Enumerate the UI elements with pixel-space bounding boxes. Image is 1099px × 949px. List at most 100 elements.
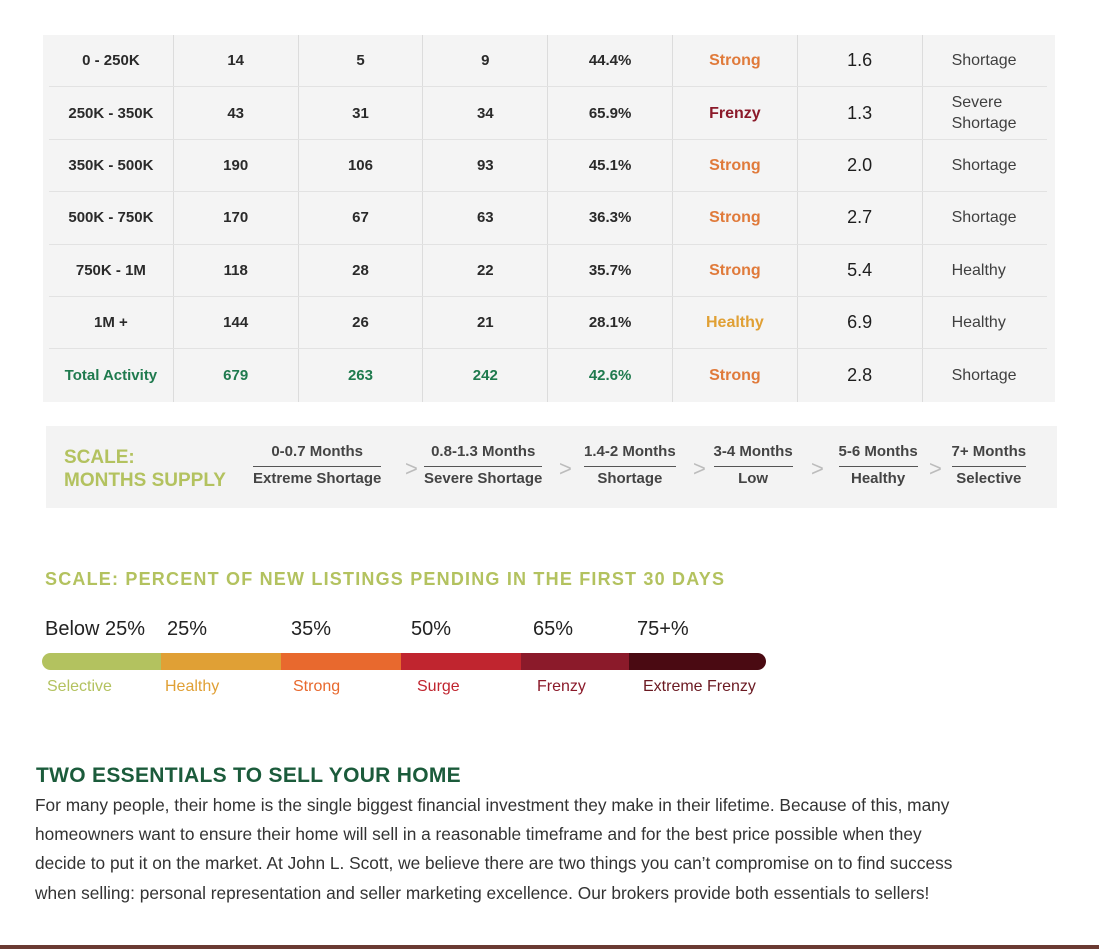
pending-band-segment bbox=[401, 653, 521, 670]
price-cell: 1M + bbox=[49, 296, 174, 349]
percent-cell: 45.1% bbox=[548, 139, 673, 192]
price-cell: 0 - 250K bbox=[49, 35, 174, 87]
supply-segment: 3-4 Months Low bbox=[713, 443, 793, 487]
supply-scale-title: SCALE: MONTHS SUPPLY bbox=[64, 446, 226, 492]
count-cell: 31 bbox=[299, 87, 424, 139]
percent-cell: 42.6% bbox=[548, 349, 673, 402]
table-row: 250K - 350K 43 31 34 65.9% Frenzy 1.3 Severe Sho… bbox=[49, 87, 1047, 140]
pending-band-segment bbox=[42, 653, 161, 670]
count-cell: 63 bbox=[423, 192, 549, 244]
supply-status-cell: Shortage bbox=[951, 209, 1017, 227]
supply-title-line2: MONTHS SUPPLY bbox=[64, 470, 226, 491]
market-cell: Strong bbox=[673, 349, 798, 402]
table-row: 750K - 1M 118 28 22 35.7% Strong 5.4 Healthy bbox=[49, 244, 1047, 297]
count-cell: 21 bbox=[423, 296, 549, 349]
chevron-right-icon: > bbox=[693, 456, 706, 481]
supply-segment-label: Healthy bbox=[850, 470, 906, 487]
pending-band-segment bbox=[521, 653, 629, 670]
pending-thresholds: Below 25% 25% 35% 50% 65% 75+% bbox=[0, 618, 800, 644]
pending-band-segment bbox=[281, 653, 401, 670]
supply-status-cell: Shortage bbox=[951, 52, 1017, 70]
supply-status-cell: Healthy bbox=[951, 261, 1006, 279]
pending-threshold-label: 35% bbox=[291, 618, 332, 640]
supply-segment-range: 0-0.7 Months bbox=[253, 443, 382, 467]
count-cell: 34 bbox=[423, 87, 549, 139]
price-cell: 750K - 1M bbox=[49, 244, 174, 296]
pending-scale-title: SCALE: PERCENT OF NEW LISTINGS PENDING I… bbox=[45, 569, 726, 589]
pending-threshold-label: 65% bbox=[533, 618, 574, 640]
pending-band-name: Surge bbox=[417, 678, 460, 695]
count-cell: 106 bbox=[299, 139, 424, 192]
supply-segment-label: Shortage bbox=[597, 470, 663, 487]
count-cell: 263 bbox=[299, 349, 424, 402]
months-supply-cell: 5.4 bbox=[798, 244, 923, 296]
percent-cell: 28.1% bbox=[548, 296, 673, 349]
supply-segment: 0-0.7 Months Extreme Shortage bbox=[253, 443, 382, 487]
count-cell: 93 bbox=[423, 139, 549, 192]
pending-threshold-label: Below 25% bbox=[45, 618, 146, 640]
months-supply-cell: 1.6 bbox=[798, 35, 923, 87]
count-cell: 26 bbox=[299, 296, 424, 349]
table-row: 0 - 250K 14 5 9 44.4% Strong 1.6 Shortage bbox=[49, 35, 1047, 88]
table-row: 500K - 750K 170 67 63 36.3% Strong 2.7 Shortage bbox=[49, 192, 1047, 245]
count-cell: 14 bbox=[174, 35, 299, 87]
count-cell: 22 bbox=[423, 244, 549, 296]
count-cell: 9 bbox=[423, 35, 549, 87]
count-cell: 242 bbox=[423, 349, 549, 402]
pending-band-names: Selective Healthy Strong Surge Frenzy Extreme… bbox=[0, 678, 800, 700]
months-supply-scale: SCALE: MONTHS SUPPLY 0-0.7 Months Extreme… bbox=[46, 426, 1057, 508]
supply-status-cell: Shortage bbox=[951, 367, 1017, 385]
supply-segment-range: 0.8-1.3 Months bbox=[424, 443, 543, 467]
supply-status-cell: Severe Shortage bbox=[951, 94, 1017, 133]
table-total-row: Total Activity 679 263 242 42.6% Strong 2.8 Sho… bbox=[49, 349, 1047, 402]
market-cell: Strong bbox=[673, 244, 798, 296]
market-cell: Strong bbox=[673, 35, 798, 87]
supply-segment: 1.4-2 Months Shortage bbox=[584, 443, 676, 487]
supply-segment-label: Extreme Shortage bbox=[253, 470, 382, 487]
supply-segment: 5-6 Months Healthy bbox=[838, 443, 918, 487]
footer-divider bbox=[0, 945, 1099, 949]
table-row: 350K - 500K 190 106 93 45.1% Strong 2.0 Shortag… bbox=[49, 139, 1047, 193]
market-activity-table: 0 - 250K 14 5 9 44.4% Strong 1.6 Shortage 250K -… bbox=[43, 35, 1055, 402]
price-cell: Total Activity bbox=[49, 349, 174, 402]
essentials-body: For many people, their home is the singl… bbox=[35, 795, 953, 903]
chevron-right-icon: > bbox=[559, 456, 572, 481]
market-cell: Healthy bbox=[673, 296, 798, 349]
supply-segment-label: Low bbox=[738, 470, 769, 487]
market-cell: Strong bbox=[673, 192, 798, 244]
months-supply-cell: 2.0 bbox=[798, 139, 923, 192]
pending-threshold-label: 75+% bbox=[637, 618, 689, 640]
count-cell: 144 bbox=[174, 296, 299, 349]
price-cell: 500K - 750K bbox=[49, 192, 174, 244]
percent-cell: 36.3% bbox=[548, 192, 673, 244]
count-cell: 190 bbox=[174, 139, 299, 192]
table-row: 1M +144 26 21 28.1% Healthy 6.9 Healthy bbox=[49, 296, 1047, 350]
supply-status-cell: Shortage bbox=[951, 156, 1017, 174]
months-supply-cell: 6.9 bbox=[798, 296, 923, 349]
percent-cell: 65.9% bbox=[548, 87, 673, 139]
months-supply-cell: 1.3 bbox=[798, 87, 923, 139]
price-cell: 350K - 500K bbox=[49, 139, 174, 192]
supply-segment-label: Selective bbox=[956, 470, 1022, 487]
market-cell: Frenzy bbox=[673, 87, 798, 139]
pending-band-segment bbox=[161, 653, 281, 670]
months-supply-cell: 2.8 bbox=[798, 349, 923, 402]
market-cell: Strong bbox=[673, 139, 798, 192]
supply-segment: 7+ Months Selective bbox=[951, 443, 1027, 487]
pending-threshold-label: 25% bbox=[167, 618, 208, 640]
pending-band-name: Extreme Frenzy bbox=[643, 678, 756, 695]
chevron-right-icon: > bbox=[929, 456, 942, 481]
supply-title-line1: SCALE: bbox=[64, 447, 135, 468]
pending-band-segment bbox=[629, 653, 766, 670]
count-cell: 5 bbox=[299, 35, 424, 87]
percent-cell: 35.7% bbox=[548, 244, 673, 296]
supply-segment-range: 5-6 Months bbox=[838, 443, 918, 467]
pending-band-name: Strong bbox=[293, 678, 341, 695]
chevron-right-icon: > bbox=[405, 456, 418, 481]
count-cell: 118 bbox=[174, 244, 299, 296]
price-cell: 250K - 350K bbox=[49, 87, 174, 139]
pending-band-name: Frenzy bbox=[537, 678, 586, 695]
count-cell: 43 bbox=[174, 87, 299, 139]
pending-band-name: Healthy bbox=[165, 678, 220, 695]
supply-segment-range: 3-4 Months bbox=[713, 443, 793, 467]
